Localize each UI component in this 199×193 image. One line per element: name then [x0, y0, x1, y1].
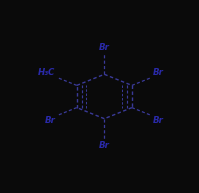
Text: Br: Br — [99, 141, 110, 150]
Text: Br: Br — [45, 116, 56, 125]
Text: H₃C: H₃C — [38, 68, 56, 77]
Text: Br: Br — [153, 116, 164, 125]
Text: Br: Br — [153, 68, 164, 77]
Text: Br: Br — [99, 43, 110, 52]
